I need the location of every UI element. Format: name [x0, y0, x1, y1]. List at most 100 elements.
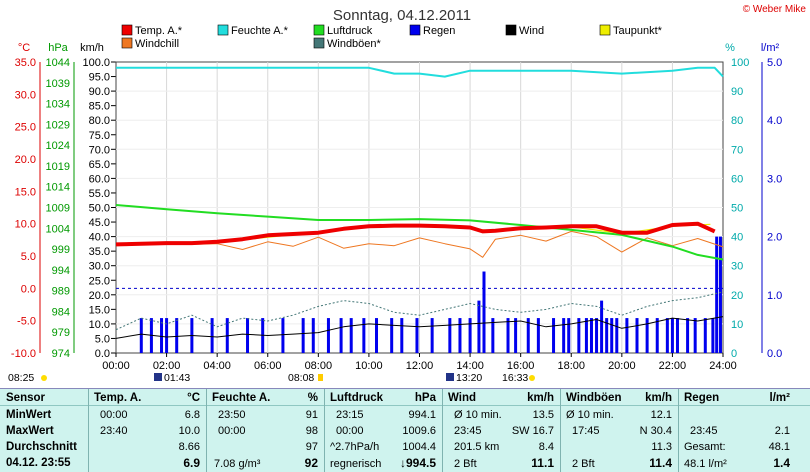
gusts-unit: km/h [645, 392, 672, 404]
sun-icon [529, 375, 535, 381]
x-tick-label: 10:00 [355, 360, 383, 372]
rain-bar [400, 318, 404, 353]
row-min: MinWert [6, 409, 52, 421]
wind-tick: 50.0 [89, 203, 110, 215]
wind-axis-header: km/h [80, 42, 104, 54]
rain-tick: 2.0 [767, 232, 782, 244]
humidity-tick: 20 [731, 290, 743, 302]
wind-tick: 5.0 [95, 333, 110, 345]
legend-swatch [313, 37, 325, 49]
series-feuchtea [116, 66, 724, 78]
pressure-axis-header: hPa [48, 42, 68, 54]
legend-swatch [599, 24, 611, 36]
gusts-avg10: 12.1 [650, 409, 672, 421]
rain-bar [468, 318, 472, 353]
series-lines [115, 66, 724, 339]
pressure-tick: 984 [52, 306, 70, 318]
wind-tick: 40.0 [89, 232, 110, 244]
rain-tick: 4.0 [767, 115, 782, 127]
temp-avg: 8.66 [178, 441, 200, 453]
legend-label: Windchill [135, 38, 179, 50]
wind-tick: 25.0 [89, 275, 110, 287]
gusts-max-time: 17:45 [572, 425, 600, 437]
legend-label: Windböen* [327, 38, 382, 50]
pressure-max: 1009.6 [402, 425, 436, 437]
series-windben [115, 291, 724, 331]
pressure-tick: 1034 [46, 99, 70, 111]
rain-unit: l/m² [769, 392, 790, 404]
x-tick-label: 00:00 [102, 360, 130, 372]
rain-bar [246, 318, 250, 353]
marker-time-label: 01:43 [164, 372, 190, 384]
wind-tick: 75.0 [89, 130, 110, 142]
pressure-tick: 1009 [46, 203, 70, 215]
marker-time-label: 13:20 [456, 372, 482, 384]
legend-label: Regen [423, 25, 455, 37]
moon-icon [154, 373, 162, 381]
wind-distance: 201.5 km [454, 441, 500, 453]
temp-header: Temp. A. [94, 392, 142, 404]
temp-tick: -10.0 [11, 348, 36, 360]
legend-swatch [409, 24, 421, 36]
temp-tick: 0.0 [21, 283, 36, 295]
temp-tick: 35.0 [15, 57, 36, 69]
rain-bar [536, 318, 540, 353]
series-windchill [115, 230, 724, 258]
legend-swatch [217, 24, 229, 36]
wind-tick: 65.0 [89, 159, 110, 171]
pressure-tick: 999 [52, 244, 70, 256]
rain-bar [635, 318, 639, 353]
humidity-unit: % [307, 392, 318, 404]
legend-label: Temp. A.* [135, 25, 183, 37]
rain-bar [562, 318, 566, 353]
pressure-tick: 989 [52, 286, 70, 298]
pressure-forecast: regnerisch [330, 458, 382, 470]
rain-bar [595, 318, 599, 353]
legend-label: Luftdruck [327, 25, 373, 37]
wind-avg10-label: Ø 10 min. [454, 409, 502, 421]
humidity-tick: 100 [731, 57, 749, 69]
x-tick-label: 20:00 [608, 360, 636, 372]
pressure-tick: 994 [52, 265, 70, 277]
time-markers: 08:25 08:08 16:33 01:43 13:20 [8, 372, 535, 384]
rain-bar [718, 236, 722, 353]
rain-bar [686, 318, 690, 353]
rain-bar [482, 271, 486, 353]
rain-header: Regen [684, 392, 720, 404]
rain-bar [339, 318, 343, 353]
pressure-tick: 1019 [46, 161, 70, 173]
rain-bar [711, 318, 715, 353]
x-tick-label: 04:00 [203, 360, 231, 372]
rain-today: 48.1 l/m² [684, 458, 727, 470]
wind-tick: 10.0 [89, 319, 110, 331]
humidity-max-time: 00:00 [218, 425, 246, 437]
rain-bar [491, 318, 495, 353]
humidity-min: 91 [305, 409, 318, 421]
grid [116, 62, 723, 353]
wind-tick: 15.0 [89, 304, 110, 316]
rain-bar [175, 318, 179, 353]
x-tick-label: 12:00 [406, 360, 434, 372]
rain-bar [703, 318, 707, 353]
marker-time-label: 08:08 [288, 372, 314, 384]
humidity-tick: 80 [731, 115, 743, 127]
pressure-tick: 1029 [46, 119, 70, 131]
humidity-avg: 97 [305, 441, 318, 453]
rain-max-time: 23:45 [690, 425, 718, 437]
legend-swatch [121, 24, 133, 36]
rain-bar [605, 318, 609, 353]
humidity-tick: 60 [731, 173, 743, 185]
wind-avg10: 13.5 [532, 409, 554, 421]
rain-bar [665, 318, 669, 353]
row-sensor: Sensor [6, 392, 45, 404]
wind-tick: 85.0 [89, 101, 110, 113]
humidity-current: 92 [304, 456, 318, 470]
humidity-axis-header: % [725, 42, 735, 54]
rain-bar [670, 318, 674, 353]
rain-bar [584, 318, 588, 353]
pressure-unit: hPa [414, 392, 436, 404]
wind-tick: 70.0 [89, 144, 110, 156]
rain-bar [311, 318, 315, 353]
weather-chart: Sonntag, 04.12.2011 © Weber Mike Temp. A… [8, 4, 806, 384]
chart-title: Sonntag, 04.12.2011 [333, 7, 471, 24]
